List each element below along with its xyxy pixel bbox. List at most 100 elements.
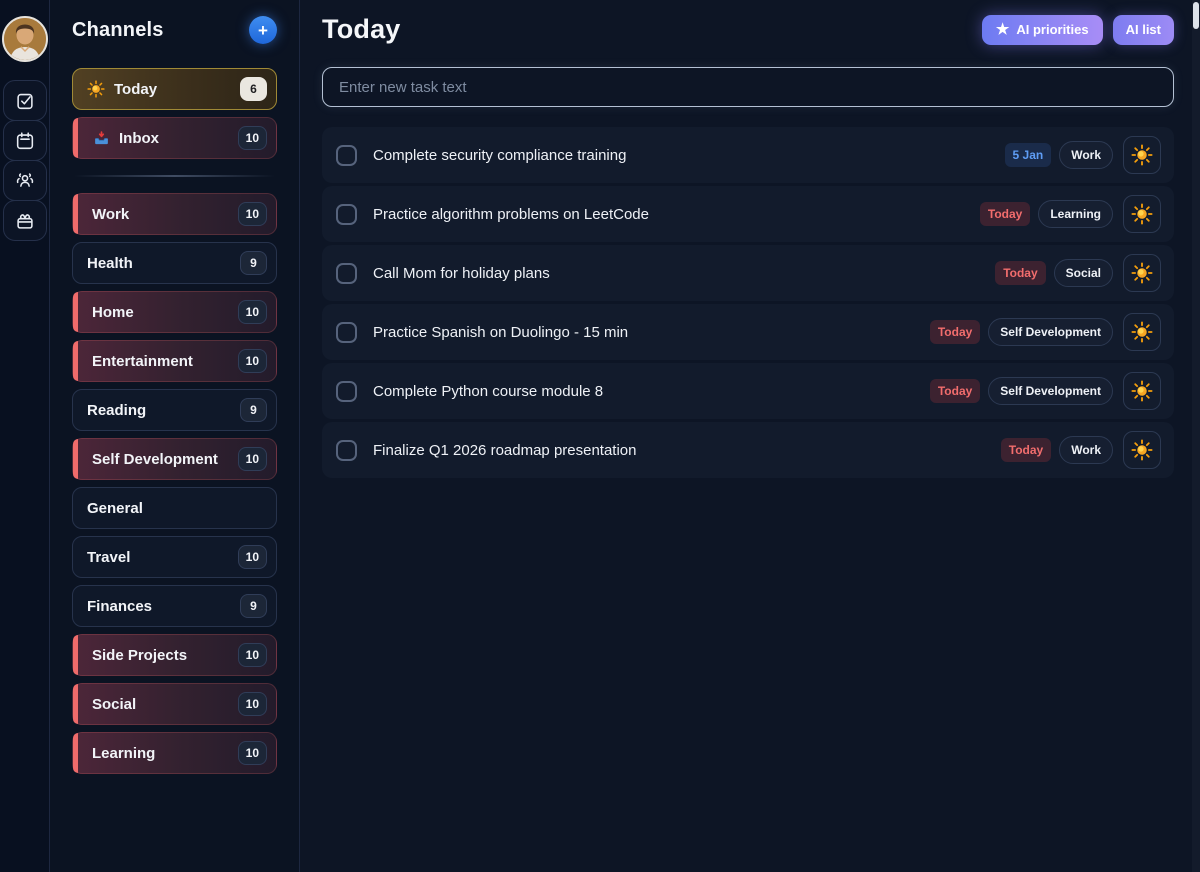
sidebar-channel-side-projects[interactable]: Side Projects 10: [72, 634, 277, 676]
task-row: Complete Python course module 8 Today Se…: [322, 363, 1174, 419]
sidebar-channel-finances[interactable]: Finances 9: [72, 585, 277, 627]
left-rail: [0, 0, 50, 872]
sun-icon: [87, 80, 105, 98]
task-row: Finalize Q1 2026 roadmap presentation To…: [322, 422, 1174, 478]
sun-button[interactable]: [1123, 136, 1161, 174]
task-title: Finalize Q1 2026 roadmap presentation: [373, 441, 637, 459]
people-icon[interactable]: [2, 160, 47, 201]
sun-icon: [1131, 380, 1153, 402]
star-icon: ★: [995, 21, 1010, 38]
scrollbar-track[interactable]: [1192, 0, 1200, 872]
channel-count-badge: 10: [237, 349, 267, 373]
sun-icon: [1131, 203, 1153, 225]
task-list: Complete security compliance training 5 …: [322, 127, 1174, 478]
task-category-tag[interactable]: Self Development: [988, 377, 1113, 405]
inbox-icon: [92, 129, 110, 147]
channel-count-badge: 9: [240, 398, 267, 422]
sun-button[interactable]: [1123, 431, 1161, 469]
sun-button[interactable]: [1123, 372, 1161, 410]
channel-count-badge: 9: [240, 251, 267, 275]
channel-count-badge: 6: [240, 77, 267, 101]
task-category-tag[interactable]: Social: [1053, 259, 1113, 287]
calendar-icon[interactable]: [2, 120, 47, 161]
channel-count-badge: 10: [237, 447, 267, 471]
ai-list-button[interactable]: AI list: [1112, 14, 1174, 45]
channel-count-badge: 10: [237, 126, 267, 150]
sun-button[interactable]: [1123, 254, 1161, 292]
task-checkbox[interactable]: [336, 262, 357, 284]
scrollbar-thumb[interactable]: [1193, 2, 1199, 29]
sidebar-divider: [74, 175, 275, 177]
channel-label: Home: [92, 303, 134, 321]
channel-label: Reading: [87, 401, 147, 419]
sun-icon: [1131, 144, 1153, 166]
task-checkbox[interactable]: [336, 439, 357, 461]
task-row: Call Mom for holiday plans Today Social: [322, 245, 1174, 301]
sidebar-channel-general[interactable]: General: [72, 487, 277, 529]
task-title: Practice algorithm problems on LeetCode: [373, 205, 649, 223]
task-checkbox[interactable]: [336, 203, 357, 225]
sidebar-channel-social[interactable]: Social 10: [72, 683, 277, 725]
channels-sidebar: Channels + Today 6: [50, 0, 300, 872]
sidebar-header: Channels +: [72, 16, 277, 44]
channel-label: Today: [114, 80, 158, 98]
new-task-input[interactable]: [322, 67, 1174, 107]
channel-label: Inbox: [119, 129, 159, 147]
channel-label: Side Projects: [92, 646, 188, 664]
sidebar-channel-self-development[interactable]: Self Development 10: [72, 438, 277, 480]
sidebar-channel-health[interactable]: Health 9: [72, 242, 277, 284]
sun-icon: [1131, 262, 1153, 284]
sidebar-channel-today[interactable]: Today 6: [72, 68, 277, 110]
avatar-portrait: [3, 18, 46, 60]
sidebar-channel-learning[interactable]: Learning 10: [72, 732, 277, 774]
task-category-tag[interactable]: Learning: [1038, 200, 1113, 228]
channel-count-badge: 10: [237, 643, 267, 667]
sun-icon: [1131, 321, 1153, 343]
user-avatar[interactable]: [1, 16, 48, 62]
channel-label: Self Development: [92, 450, 218, 468]
task-category-tag[interactable]: Work: [1059, 436, 1113, 464]
channel-list: Today 6 Inbox 10 Work 10 Health 9 Home 1…: [72, 68, 277, 774]
sidebar-channel-inbox[interactable]: Inbox 10: [72, 117, 277, 159]
task-category-tag[interactable]: Self Development: [988, 318, 1113, 346]
task-due-badge: Today: [1000, 438, 1052, 462]
sidebar-channel-reading[interactable]: Reading 9: [72, 389, 277, 431]
channel-label: Social: [92, 695, 137, 713]
sidebar-channel-work[interactable]: Work 10: [72, 193, 277, 235]
task-checkbox[interactable]: [336, 144, 357, 166]
sidebar-channel-travel[interactable]: Travel 10: [72, 536, 277, 578]
channel-label: Work: [92, 205, 130, 223]
main-panel: Today ★ AI priorities AI list Complete s…: [300, 0, 1200, 872]
task-category-tag[interactable]: Work: [1059, 141, 1113, 169]
channel-label: Finances: [87, 597, 153, 615]
channel-label: Entertainment: [92, 352, 193, 370]
sidebar-channel-entertainment[interactable]: Entertainment 10: [72, 340, 277, 382]
main-header: Today ★ AI priorities AI list: [322, 14, 1174, 45]
channel-count-badge: 10: [237, 692, 267, 716]
tasks-icon[interactable]: [2, 80, 47, 121]
add-channel-button[interactable]: +: [249, 16, 277, 44]
sun-button[interactable]: [1123, 195, 1161, 233]
sun-icon: [1131, 439, 1153, 461]
sun-button[interactable]: [1123, 313, 1161, 351]
task-due-badge: Today: [929, 379, 981, 403]
task-row: Practice Spanish on Duolingo - 15 min To…: [322, 304, 1174, 360]
task-row: Practice algorithm problems on LeetCode …: [322, 186, 1174, 242]
channel-label: Travel: [87, 548, 131, 566]
task-due-badge: Today: [995, 261, 1046, 285]
channel-count-badge: 10: [237, 741, 267, 765]
task-title: Complete Python course module 8: [373, 382, 604, 400]
ai-list-label: AI list: [1125, 22, 1161, 37]
gift-icon[interactable]: [2, 200, 47, 241]
task-due-badge: Today: [929, 320, 981, 344]
task-due-badge: 5 Jan: [1004, 143, 1052, 167]
ai-buttons: ★ AI priorities AI list: [981, 14, 1174, 45]
sidebar-channel-home[interactable]: Home 10: [72, 291, 277, 333]
ai-priorities-label: AI priorities: [1016, 22, 1089, 37]
task-checkbox[interactable]: [336, 321, 357, 343]
ai-priorities-button[interactable]: ★ AI priorities: [981, 14, 1103, 45]
channel-label: General: [87, 499, 143, 517]
task-checkbox[interactable]: [336, 380, 357, 402]
channel-count-badge: 10: [237, 300, 267, 324]
